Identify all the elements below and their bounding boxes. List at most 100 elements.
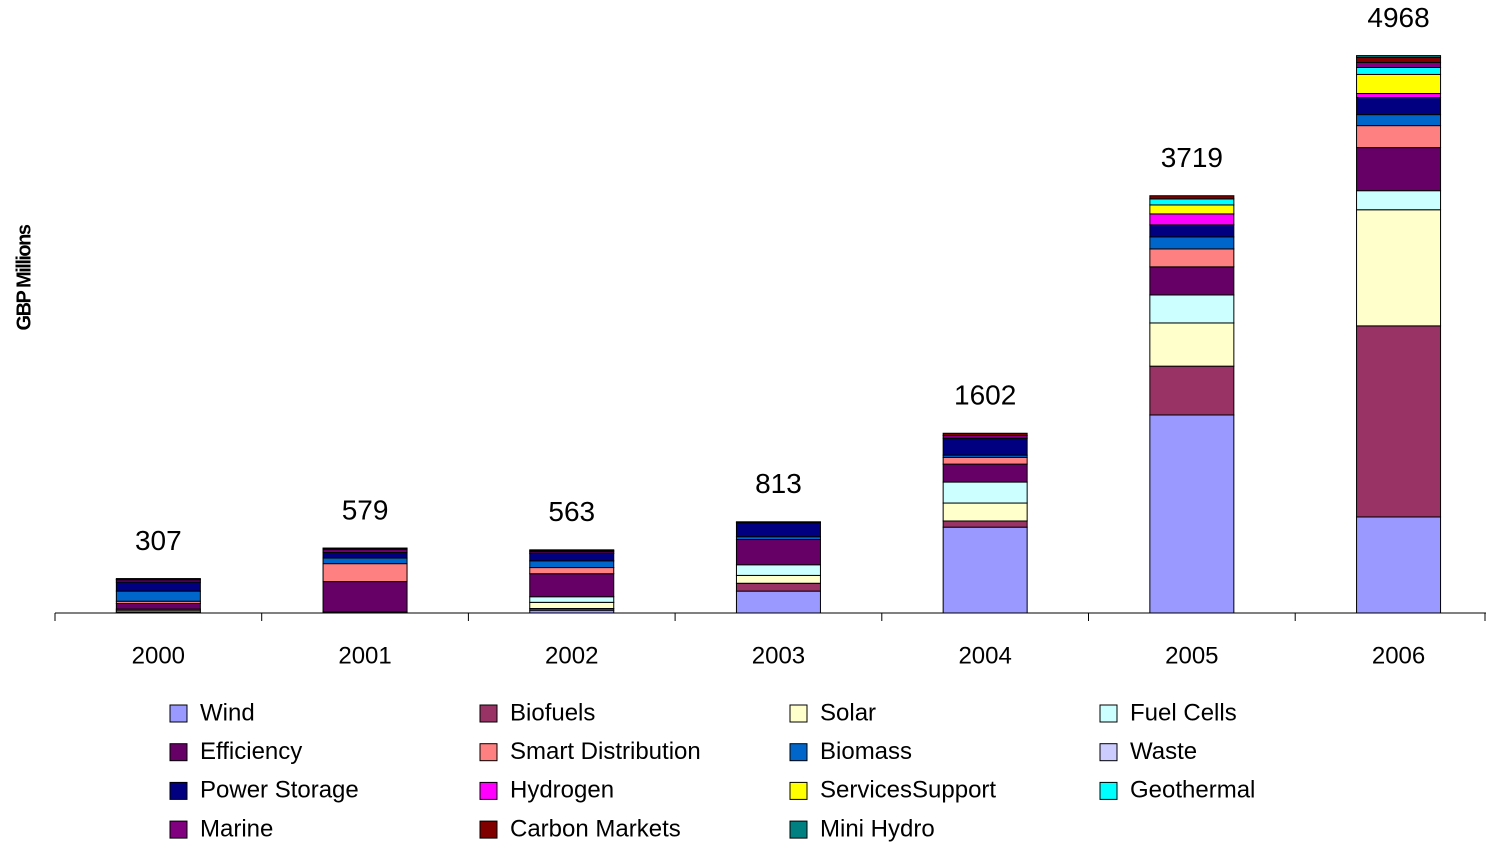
bar-segment	[942, 520, 1028, 528]
bar-segment	[322, 563, 408, 583]
bar-segment	[1356, 66, 1442, 75]
legend-label: ServicesSupport	[820, 777, 996, 804]
bar-segment	[1356, 516, 1442, 614]
x-tick-label: 2006	[1372, 642, 1425, 669]
bar-segment	[1149, 224, 1235, 238]
bar-segment	[942, 456, 1028, 465]
legend-label: Fuel Cells	[1130, 699, 1237, 726]
legend-swatch	[479, 820, 498, 839]
bar-segment	[1149, 204, 1235, 215]
bar-segment	[1149, 414, 1235, 614]
legend-swatch	[789, 704, 808, 723]
bar-segment	[1356, 190, 1442, 211]
legend-swatch	[1099, 781, 1118, 800]
bar-segment	[942, 437, 1028, 456]
bar-segment	[115, 602, 201, 610]
bar-segment	[1149, 195, 1235, 200]
legend-label: Efficiency	[200, 738, 302, 765]
legend-label: Smart Distribution	[510, 738, 701, 765]
bar-segment	[1149, 248, 1235, 268]
bar-segment	[1149, 198, 1235, 206]
total-label: 307	[135, 525, 182, 556]
bar-segment	[1356, 61, 1442, 68]
legend-label: Marine	[200, 815, 273, 842]
bar-segment	[1356, 114, 1442, 127]
x-tick-label: 2000	[132, 642, 185, 669]
bar-segment	[735, 539, 821, 566]
legend-swatch	[479, 743, 498, 762]
bar-segment	[942, 502, 1028, 522]
bar-segment	[942, 432, 1028, 436]
legend-label: Biofuels	[510, 699, 595, 726]
bar-segment	[1356, 147, 1442, 192]
bar-segment	[1356, 125, 1442, 149]
bar-segment	[1149, 266, 1235, 296]
bar-segment	[1356, 73, 1442, 95]
bar-segment	[1149, 365, 1235, 416]
legend-swatch	[169, 743, 188, 762]
bar-segment	[1356, 209, 1442, 327]
bar-segment	[735, 574, 821, 584]
bar-segment	[1356, 325, 1442, 518]
bar-segment	[322, 581, 408, 613]
bar-segment	[1149, 236, 1235, 250]
x-tick-label: 2002	[545, 642, 598, 669]
legend-swatch	[479, 781, 498, 800]
y-axis-label: GBP Millions	[13, 224, 35, 330]
total-label: 579	[342, 494, 389, 525]
legend-label: Wind	[200, 699, 255, 726]
bar-segment	[735, 564, 821, 576]
legend-swatch	[479, 704, 498, 723]
bar-segment	[1356, 93, 1442, 99]
bar-segment	[1356, 56, 1442, 63]
bar-segment	[115, 581, 201, 592]
bar-segment	[1149, 322, 1235, 367]
bar-segment	[115, 590, 201, 602]
legend-label: Geothermal	[1130, 777, 1255, 804]
total-label: 813	[755, 468, 802, 499]
total-label: 4968	[1367, 2, 1429, 33]
x-tick-label: 2001	[338, 642, 391, 669]
bar-segment	[735, 522, 821, 538]
bar-segment	[529, 553, 615, 562]
bar-segment	[1356, 97, 1442, 116]
bar-segment	[735, 582, 821, 592]
bar-segment	[115, 578, 201, 580]
bar-segment	[322, 551, 408, 559]
bar-segment	[735, 590, 821, 614]
bar-segment	[942, 481, 1028, 504]
bar-segment	[942, 463, 1028, 483]
legend-swatch	[169, 781, 188, 800]
bar-segment	[529, 549, 615, 552]
legend-label: Solar	[820, 699, 876, 726]
bar-segment	[322, 557, 408, 565]
legend-swatch	[1099, 743, 1118, 762]
bar-segment	[1356, 55, 1442, 58]
legend-label: Biomass	[820, 738, 912, 765]
x-tick-label: 2003	[752, 642, 805, 669]
legend-label: Mini Hydro	[820, 815, 935, 842]
bar-segment	[529, 573, 615, 598]
legend-label: Hydrogen	[510, 777, 614, 804]
legend-label: Waste	[1130, 738, 1197, 765]
legend-swatch	[169, 820, 188, 839]
legend-swatch	[789, 781, 808, 800]
total-label: 563	[548, 496, 595, 527]
total-label: 3719	[1161, 142, 1223, 173]
bar-segment	[529, 567, 615, 575]
legend-swatch	[789, 820, 808, 839]
legend-swatch	[789, 743, 808, 762]
legend-label: Carbon Markets	[510, 815, 681, 842]
bar-segment	[1149, 213, 1235, 226]
bar-segment	[529, 601, 615, 610]
bar-segment	[529, 596, 615, 603]
legend-label: Power Storage	[200, 777, 359, 804]
legend-swatch	[169, 704, 188, 723]
bar-segment	[1149, 294, 1235, 324]
x-tick-label: 2005	[1165, 642, 1218, 669]
total-label: 1602	[954, 380, 1016, 411]
legend-swatch	[1099, 704, 1118, 723]
x-tick-label: 2004	[958, 642, 1011, 669]
bar-segment	[529, 560, 615, 569]
